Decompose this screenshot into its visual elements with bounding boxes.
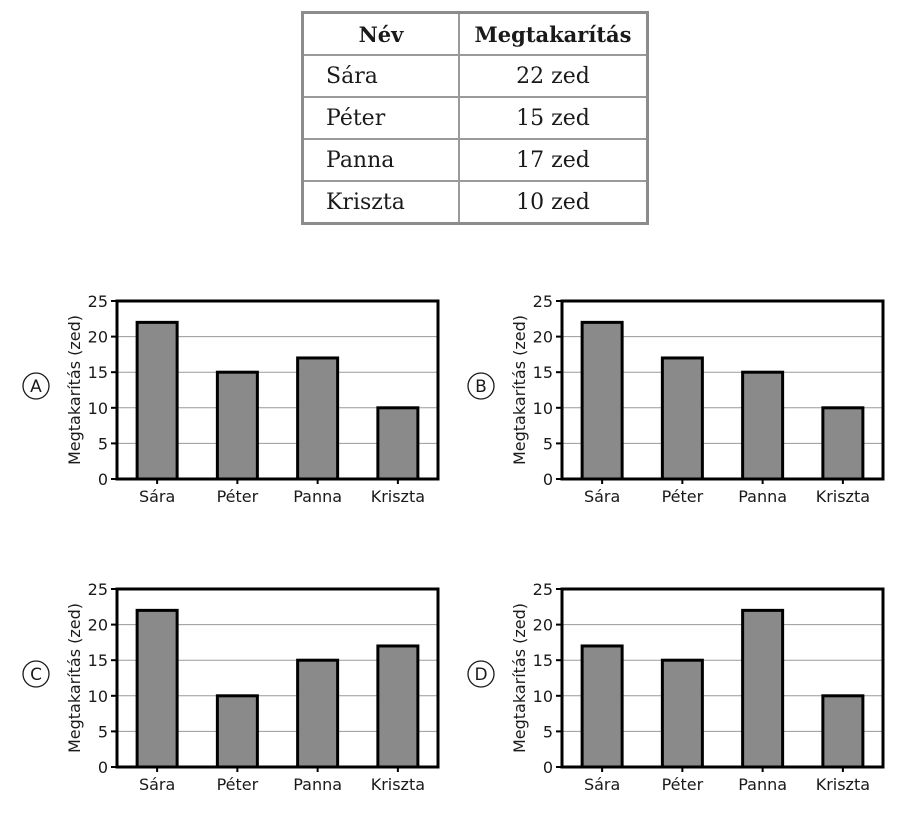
y-tick-label: 0 (98, 758, 108, 777)
y-tick-label: 15 (533, 363, 553, 382)
x-tick-label: Péter (662, 487, 704, 506)
bar (741, 608, 785, 769)
bar (741, 370, 785, 481)
table-row: Péter 15 zed (301, 96, 649, 140)
plot-frame (115, 299, 440, 481)
bar (135, 320, 179, 481)
option-letter: C (30, 665, 42, 685)
bar (376, 644, 420, 769)
plot-frame (115, 587, 440, 769)
chart-option-a[interactable]: 0 5 10 15 20 25 Sára Péter Panna Kriszta Megtakarí… (14, 290, 454, 525)
bar (660, 356, 704, 481)
option-circle (467, 660, 495, 688)
y-tick-label: 25 (88, 292, 108, 311)
y-tick-label: 0 (98, 470, 108, 489)
bar (376, 406, 420, 481)
header-savings: Megtakarítás (458, 11, 649, 56)
y-tick-label: 10 (88, 687, 108, 706)
chart-option-b[interactable]: 0 5 10 15 20 25 Sára Péter Panna Kriszta Megtakarí… (459, 290, 899, 525)
y-axis-label: Megtakarítás (zed) (510, 603, 529, 753)
x-tick-label: Panna (738, 487, 787, 506)
x-tick-label: Sára (584, 487, 620, 506)
y-tick-label: 5 (543, 722, 553, 741)
x-tick-label: Péter (217, 487, 259, 506)
option-circle (467, 372, 495, 400)
x-tick-label: Kriszta (371, 775, 425, 794)
y-tick-label: 20 (88, 616, 108, 635)
y-tick-label: 5 (98, 434, 108, 453)
x-tick-label: Panna (293, 775, 342, 794)
table-row: Panna 17 zed (301, 138, 649, 182)
option-letter: A (30, 377, 42, 397)
savings-table: Név Megtakarítás Sára 22 zed Péter 15 ze… (301, 11, 649, 225)
header-name: Név (301, 11, 460, 56)
y-tick-label: 25 (88, 580, 108, 599)
option-letter: D (474, 665, 487, 685)
x-tick-label: Sára (584, 775, 620, 794)
plot-frame (560, 299, 885, 481)
cell-name: Péter (301, 96, 460, 140)
chart-option-d[interactable]: 0 5 10 15 20 25 Sára Péter Panna Kriszta Megtakarí… (459, 578, 899, 813)
chart-svg: 0 5 10 15 20 25 Sára Péter Panna Kriszta Megtakarí… (467, 580, 885, 794)
chart-svg: 0 5 10 15 20 25 Sára Péter Panna Kriszta Megtakarí… (22, 580, 440, 794)
x-tick-label: Kriszta (816, 487, 870, 506)
x-tick-label: Panna (738, 775, 787, 794)
cell-savings: 22 zed (458, 54, 649, 98)
y-tick-label: 20 (533, 616, 553, 635)
bar (660, 658, 704, 769)
y-tick-label: 10 (88, 399, 108, 418)
table-header-row: Név Megtakarítás (301, 11, 649, 56)
y-tick-label: 15 (533, 651, 553, 670)
table-row: Sára 22 zed (301, 54, 649, 98)
y-tick-label: 10 (533, 687, 553, 706)
y-tick-label: 25 (533, 580, 553, 599)
cell-savings: 17 zed (458, 138, 649, 182)
table-row: Kriszta 10 zed (301, 180, 649, 225)
y-tick-label: 20 (88, 328, 108, 347)
bar (296, 658, 340, 769)
y-tick-label: 5 (543, 434, 553, 453)
y-tick-label: 25 (533, 292, 553, 311)
y-tick-label: 20 (533, 328, 553, 347)
bar (821, 406, 865, 481)
option-letter: B (475, 377, 487, 397)
y-tick-label: 10 (533, 399, 553, 418)
y-axis-label: Megtakarítás (zed) (65, 603, 84, 753)
cell-name: Panna (301, 138, 460, 182)
chart-svg: 0 5 10 15 20 25 Sára Péter Panna Kriszta Megtakarí… (467, 292, 885, 506)
y-tick-label: 15 (88, 363, 108, 382)
option-circle (22, 660, 50, 688)
cell-savings: 10 zed (458, 180, 649, 225)
bar (215, 370, 259, 481)
y-axis-label: Megtakarítás (zed) (65, 315, 84, 465)
chart-option-c[interactable]: 0 5 10 15 20 25 Sára Péter Panna Kriszta Megtakarí… (14, 578, 454, 813)
bar (296, 356, 340, 481)
bar (580, 320, 624, 481)
bar (821, 694, 865, 769)
y-tick-label: 5 (98, 722, 108, 741)
y-tick-label: 0 (543, 758, 553, 777)
x-tick-label: Sára (139, 775, 175, 794)
cell-savings: 15 zed (458, 96, 649, 140)
bar (215, 694, 259, 769)
x-tick-label: Péter (217, 775, 259, 794)
x-tick-label: Kriszta (371, 487, 425, 506)
plot-frame (560, 587, 885, 769)
x-tick-label: Panna (293, 487, 342, 506)
y-tick-label: 15 (88, 651, 108, 670)
x-tick-label: Kriszta (816, 775, 870, 794)
chart-svg: 0 5 10 15 20 25 Sára Péter Panna Kriszta Megtakarí… (22, 292, 440, 506)
cell-name: Sára (301, 54, 460, 98)
x-tick-label: Péter (662, 775, 704, 794)
option-circle (22, 372, 50, 400)
bar (135, 608, 179, 769)
y-axis-label: Megtakarítás (zed) (510, 315, 529, 465)
bar (580, 644, 624, 769)
y-tick-label: 0 (543, 470, 553, 489)
cell-name: Kriszta (301, 180, 460, 225)
x-tick-label: Sára (139, 487, 175, 506)
